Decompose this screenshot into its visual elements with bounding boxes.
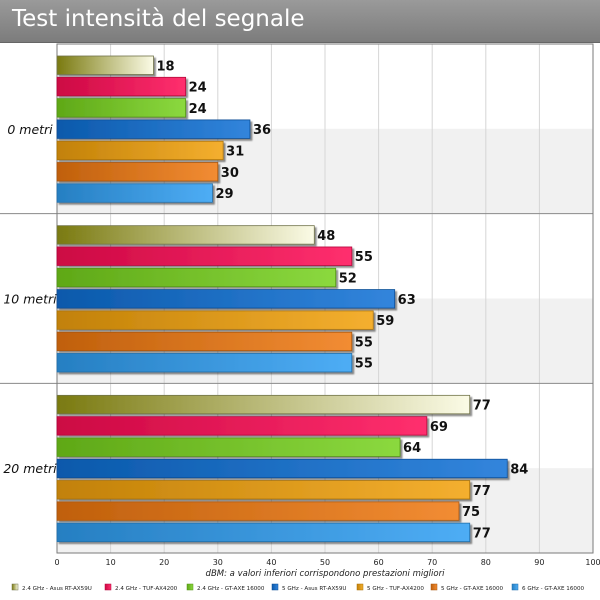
bar	[56, 394, 471, 415]
data-label: 30	[221, 166, 239, 181]
x-tick-label: 100	[585, 558, 600, 567]
legend-swatch	[511, 583, 519, 591]
data-label: 77	[473, 399, 491, 414]
bar	[56, 119, 251, 139]
bars: 1824243631302948555263595555776964847775…	[56, 55, 528, 543]
x-tick-label: 80	[481, 558, 491, 567]
data-label: 75	[462, 505, 480, 520]
bar	[56, 310, 374, 330]
bar	[56, 76, 187, 97]
bar	[56, 246, 353, 266]
legend-swatch	[104, 583, 112, 591]
data-label: 24	[189, 102, 207, 117]
bar	[56, 183, 213, 203]
bar	[56, 98, 187, 118]
data-label: 64	[403, 441, 421, 456]
legend-swatch	[186, 583, 194, 591]
legend-label: 2.4 GHz - GT-AXE 16000	[197, 586, 265, 592]
legend: 2.4 GHz - Asus RT-AX59U 2.4 GHz - TUF-AX4…	[11, 583, 585, 592]
legend-label: 2.4 GHz - TUF-AX4200	[115, 586, 178, 592]
data-label: 55	[355, 335, 373, 350]
data-label: 24	[189, 81, 207, 96]
bar	[56, 267, 337, 288]
legend-swatch	[430, 583, 438, 591]
x-axis-label: dBM: a valori inferiori corrispondono pr…	[206, 569, 446, 579]
x-tick-label: 0	[54, 558, 59, 567]
x-tick-label: 50	[320, 558, 330, 567]
data-label: 31	[226, 144, 244, 159]
data-label: 77	[473, 484, 491, 499]
category-label: 0 metri	[7, 122, 53, 137]
bar	[56, 437, 401, 457]
legend-label: 5 GHz - Asus RT-AX59U	[282, 586, 347, 592]
legend-swatch	[11, 583, 19, 591]
title-bar: Test intensità del segnale	[0, 0, 600, 43]
data-label: 63	[398, 293, 416, 308]
bar	[56, 140, 224, 161]
bar	[56, 480, 471, 500]
bar	[56, 458, 508, 479]
x-tick-label: 90	[534, 558, 544, 567]
category-label: 10 metri	[3, 292, 57, 307]
x-tick-label: 40	[266, 558, 276, 567]
data-label: 55	[355, 250, 373, 265]
legend-label: 2.4 GHz - Asus RT-AX59U	[22, 586, 92, 592]
bar	[56, 55, 154, 75]
legend-swatch	[356, 583, 364, 591]
legend-swatch	[271, 583, 279, 591]
legend-label: 5 GHz - GT-AXE 16000	[441, 586, 504, 592]
data-label: 29	[215, 187, 233, 202]
x-tick-label: 60	[374, 558, 384, 567]
data-label: 84	[510, 462, 528, 477]
legend-label: 5 GHz - TUF-AX4200	[367, 586, 424, 592]
chart-title: Test intensità del segnale	[12, 6, 305, 32]
x-tick-label: 20	[159, 558, 169, 567]
bar	[56, 522, 471, 543]
data-label: 59	[376, 314, 394, 329]
x-tick-label: 70	[427, 558, 437, 567]
bar	[56, 225, 315, 245]
data-label: 48	[317, 229, 335, 244]
bar	[56, 353, 353, 373]
data-label: 55	[355, 357, 373, 372]
bar	[56, 501, 460, 521]
bar	[56, 162, 219, 182]
x-tick-label: 30	[213, 558, 223, 567]
bar	[56, 331, 353, 352]
data-label: 36	[253, 123, 271, 138]
data-label: 18	[156, 59, 174, 74]
x-tick-label: 10	[106, 558, 116, 567]
data-label: 52	[339, 272, 357, 287]
bar	[56, 416, 428, 436]
data-label: 69	[430, 420, 448, 435]
legend-label: 6 GHz - GT-AXE 16000	[522, 586, 585, 592]
data-label: 77	[473, 526, 491, 541]
bar	[56, 289, 396, 309]
category-label: 20 metri	[3, 461, 57, 476]
